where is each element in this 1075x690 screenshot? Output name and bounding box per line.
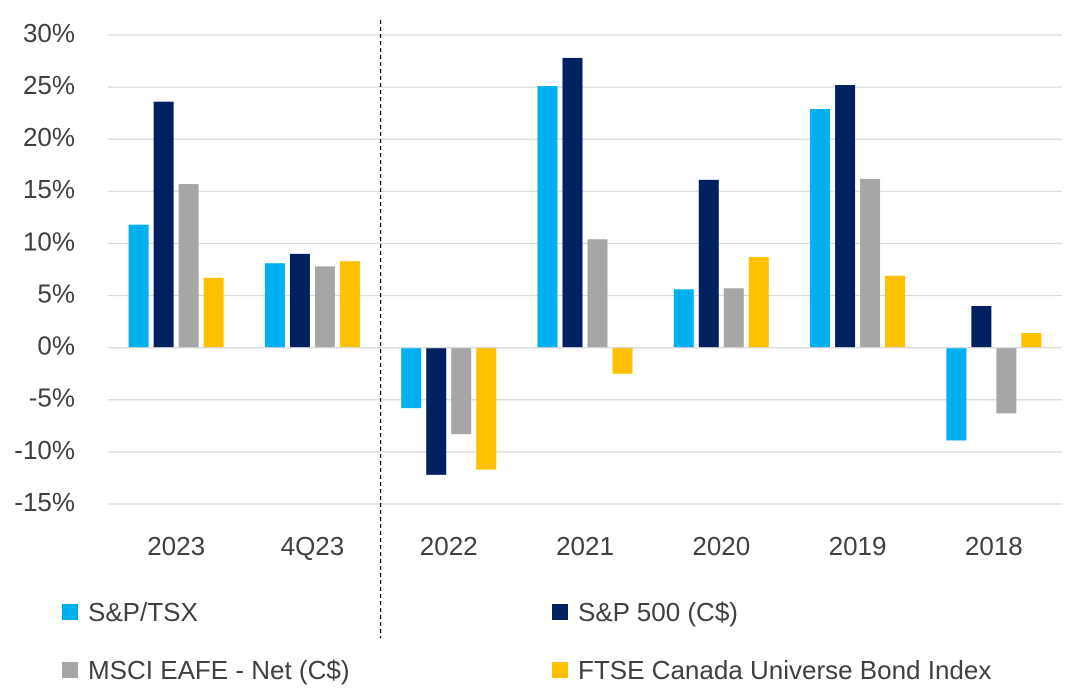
y-axis-ticks: -15% -10% -5% 0% 5% 10% 15% 20% 25% 30% xyxy=(14,18,75,517)
bar xyxy=(885,275,906,348)
bar xyxy=(339,261,360,348)
bar xyxy=(203,277,224,348)
bar xyxy=(587,239,608,348)
y-tick-label: 0% xyxy=(37,331,75,361)
y-tick-label: 25% xyxy=(23,70,75,100)
x-tick-label: 2018 xyxy=(965,531,1023,561)
x-tick-label: 2020 xyxy=(692,531,750,561)
bar xyxy=(1021,333,1042,348)
bar xyxy=(946,347,967,441)
y-tick-label: -10% xyxy=(14,435,75,465)
bar xyxy=(748,256,769,348)
bar xyxy=(860,178,881,348)
bar xyxy=(426,347,447,475)
bar xyxy=(723,288,744,348)
x-tick-label: 4Q23 xyxy=(281,531,345,561)
bar xyxy=(810,108,831,348)
bar xyxy=(314,266,335,348)
bar xyxy=(401,347,422,409)
bar xyxy=(996,347,1017,414)
x-tick-label: 2021 xyxy=(556,531,614,561)
bar xyxy=(698,179,719,348)
bar xyxy=(289,253,310,348)
y-tick-label: 15% xyxy=(23,174,75,204)
bar xyxy=(612,347,633,374)
y-tick-label: -15% xyxy=(14,487,75,517)
y-tick-label: -5% xyxy=(29,383,75,413)
bars xyxy=(108,57,1062,475)
bar xyxy=(153,101,174,348)
y-tick-label: 20% xyxy=(23,122,75,152)
y-tick-label: 10% xyxy=(23,226,75,256)
bar xyxy=(178,184,199,348)
y-tick-label: 30% xyxy=(23,18,75,48)
gridlines xyxy=(108,34,1062,505)
bar xyxy=(264,263,285,348)
bar xyxy=(128,224,149,348)
bar xyxy=(835,85,856,348)
bar xyxy=(971,305,992,348)
x-tick-label: 2022 xyxy=(420,531,478,561)
x-axis-labels: 2023 4Q23 2022 2021 2020 2019 2018 xyxy=(147,531,1023,561)
bar xyxy=(673,289,694,348)
x-tick-label: 2019 xyxy=(829,531,887,561)
x-tick-label: 2023 xyxy=(147,531,205,561)
bar xyxy=(537,86,558,348)
bar xyxy=(451,347,472,435)
bar xyxy=(562,57,583,348)
y-tick-label: 5% xyxy=(37,278,75,308)
bar xyxy=(476,347,497,470)
